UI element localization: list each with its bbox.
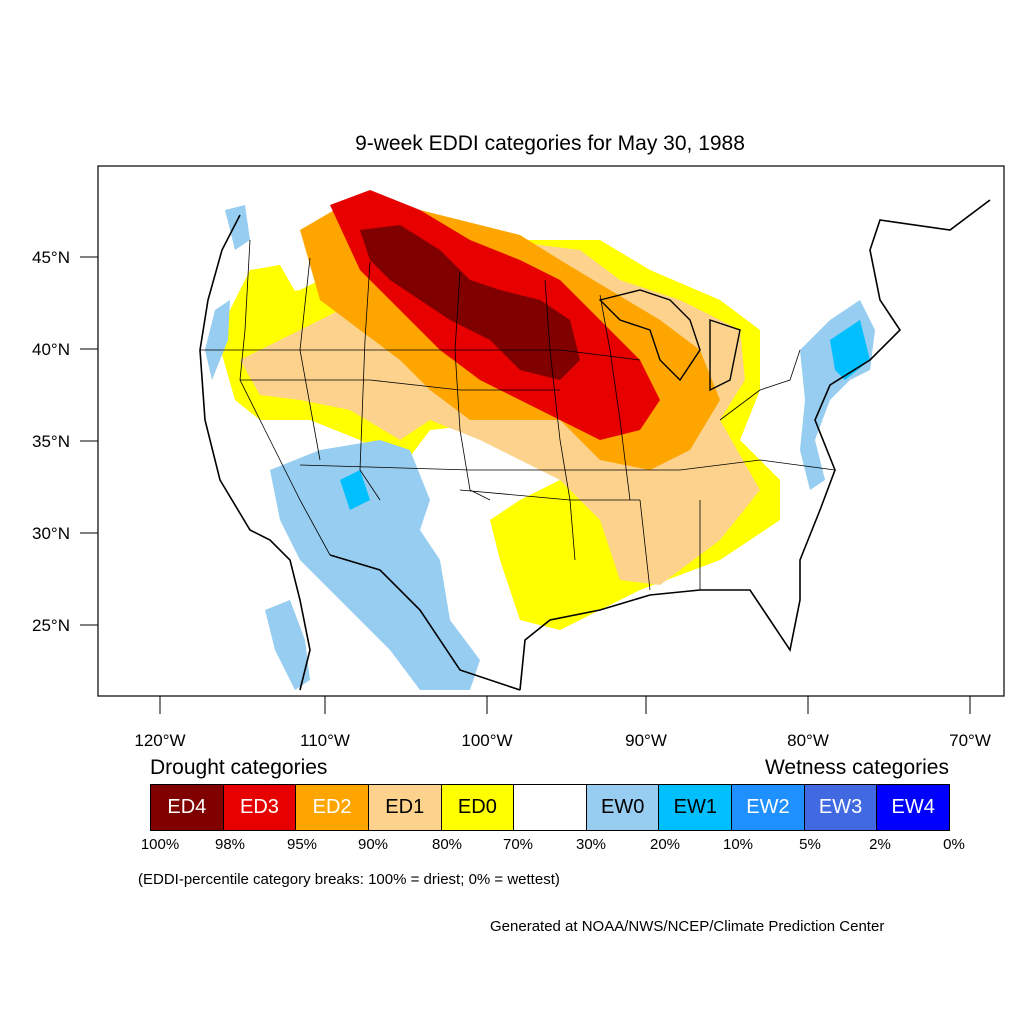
lat-label: 40°N <box>32 340 70 359</box>
lon-axis: 120°W 110°W 100°W 90°W 80°W 70°W <box>134 696 991 750</box>
map-title: 9-week EDDI categories for May 30, 1988 <box>355 132 745 155</box>
lon-label: 120°W <box>134 731 185 750</box>
break-label: 70% <box>502 836 534 853</box>
lat-label: 30°N <box>32 524 70 543</box>
ew0-region-baja <box>265 600 310 690</box>
legend-bar: ED4 ED3 ED2 ED1 ED0 EW0 EW1 EW2 EW3 EW4 <box>150 784 950 831</box>
lat-axis: 45°N 40°N 35°N 30°N 25°N <box>32 248 98 635</box>
break-label: 30% <box>575 836 607 853</box>
ew1-region-ne <box>830 320 870 380</box>
ed0-region-nw <box>225 265 300 345</box>
ew1-region-sw <box>340 470 370 510</box>
break-label: 0% <box>943 836 965 853</box>
lat-label: 25°N <box>32 616 70 635</box>
ew0-region-nw <box>205 300 230 380</box>
break-label: 20% <box>649 836 681 853</box>
ew0-region-sw <box>270 440 480 690</box>
map-frame <box>97 165 1005 697</box>
lat-label: 45°N <box>32 248 70 267</box>
map-canvas <box>199 190 991 691</box>
break-label: 100% <box>140 836 180 853</box>
lon-label: 70°W <box>949 731 991 750</box>
lat-label: 35°N <box>32 432 70 451</box>
legend-box-normal <box>514 785 587 830</box>
legend-box-ew2: EW2 <box>732 785 805 830</box>
legend-box-ed2: ED2 <box>296 785 369 830</box>
legend-box-ed1: ED1 <box>368 785 442 830</box>
great-lakes <box>598 289 741 392</box>
legend-box-ew1: EW1 <box>659 785 733 830</box>
coastline <box>199 199 991 691</box>
ew0-region-canada <box>225 205 250 250</box>
break-label: 10% <box>722 836 754 853</box>
lon-label: 100°W <box>461 731 512 750</box>
lon-label: 90°W <box>625 731 667 750</box>
drought-heading: Drought categories <box>150 756 328 779</box>
legend-box-ew3: EW3 <box>804 785 878 830</box>
credit-line: Generated at NOAA/NWS/NCEP/Climate Predi… <box>490 918 885 935</box>
legend-box-ed0: ED0 <box>441 785 515 830</box>
category-note: (EDDI-percentile category breaks: 100% =… <box>138 871 560 888</box>
break-label: 98% <box>214 836 246 853</box>
state-borders <box>200 239 836 591</box>
lon-label: 80°W <box>787 731 829 750</box>
break-label: 5% <box>799 836 821 853</box>
legend-box-ed3: ED3 <box>223 785 297 830</box>
legend-box-ew4: EW4 <box>877 785 950 830</box>
ed4-region <box>360 225 580 380</box>
break-label: 95% <box>286 836 318 853</box>
break-label: 2% <box>869 836 891 853</box>
break-label: 90% <box>357 836 389 853</box>
break-label: 80% <box>431 836 463 853</box>
legend-box-ew0: EW0 <box>586 785 660 830</box>
legend-box-ed4: ED4 <box>151 785 224 830</box>
lon-label: 110°W <box>300 731 350 750</box>
wetness-heading: Wetness categories <box>764 756 949 779</box>
